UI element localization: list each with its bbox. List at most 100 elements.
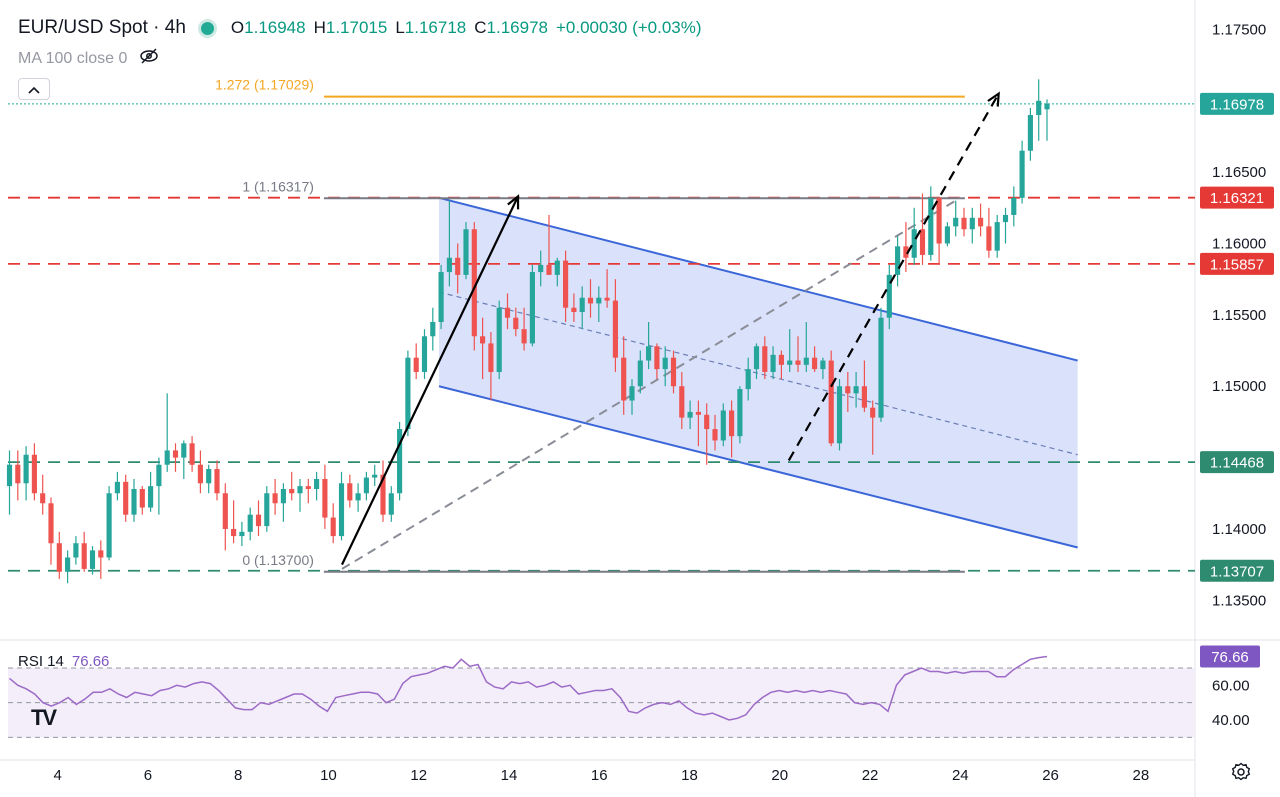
candle-body xyxy=(380,474,386,515)
time-tick-label: 24 xyxy=(952,767,969,784)
candle-body xyxy=(480,336,486,344)
candle-body xyxy=(388,493,394,515)
candle-body xyxy=(397,429,403,494)
candle-body xyxy=(812,357,818,370)
support-price-tag-bg xyxy=(1200,451,1274,474)
candle-body xyxy=(123,481,129,515)
fib-1272-label: 1.272 (1.17029) xyxy=(215,77,314,93)
candle-body xyxy=(322,479,328,518)
candle-body xyxy=(15,464,21,484)
candle-body xyxy=(538,264,544,273)
rsi-legend[interactable]: RSI 14 76.66 xyxy=(18,653,109,670)
price-tick-label: 1.13500 xyxy=(1212,592,1266,609)
candle-body xyxy=(903,246,909,258)
candle-body xyxy=(878,317,884,418)
chevron-up-icon xyxy=(28,82,40,97)
candle-body xyxy=(247,514,253,532)
projection-arrow-shaft xyxy=(787,93,1000,461)
candle-body xyxy=(496,307,502,372)
candle-body xyxy=(421,336,428,372)
candle-body xyxy=(214,469,220,494)
candle-body xyxy=(438,272,444,322)
candle-body xyxy=(604,297,610,301)
candle-body xyxy=(231,528,237,537)
candle-body xyxy=(40,493,46,504)
ma-indicator-label: MA 100 close 0 xyxy=(18,49,128,67)
ma-indicator-legend[interactable]: MA 100 close 0 xyxy=(18,48,159,69)
channel-mid-line xyxy=(438,291,1078,456)
eye-off-icon[interactable] xyxy=(139,48,159,69)
resistance-price-tag-bg xyxy=(1200,252,1274,275)
ohlc-open: O1.16948 xyxy=(230,18,306,37)
time-tick-label: 12 xyxy=(410,767,427,784)
candle-body xyxy=(314,479,320,489)
candle-body xyxy=(704,414,710,430)
candle-body xyxy=(347,483,353,501)
time-tick-label: 4 xyxy=(53,767,61,784)
candle-body xyxy=(861,386,867,408)
candle-body xyxy=(48,503,54,544)
candle-body xyxy=(255,514,262,527)
candle-body xyxy=(172,450,179,458)
candle-body xyxy=(870,407,876,418)
candle-body xyxy=(405,357,411,430)
candle-body xyxy=(131,488,137,515)
time-tick-label: 10 xyxy=(320,767,337,784)
ohlc-close: C1.16978 xyxy=(474,18,548,37)
collapse-legend-button[interactable] xyxy=(18,78,50,100)
candle-body xyxy=(729,410,735,437)
symbol-title[interactable]: EUR/USD Spot · 4h xyxy=(18,17,186,38)
candle-body xyxy=(762,346,768,372)
rsi-tick-label: 60.00 xyxy=(1212,677,1250,694)
time-tick-label: 8 xyxy=(234,767,242,784)
support-price-tag-bg xyxy=(1200,559,1274,582)
candle-body xyxy=(330,517,336,537)
impulse-arrow-shaft xyxy=(340,195,519,566)
candle-body xyxy=(189,443,195,465)
candle-body xyxy=(305,486,311,489)
ohlc-low: L1.16718 xyxy=(395,18,467,37)
candle-body xyxy=(820,360,826,370)
time-tick-label: 16 xyxy=(591,767,608,784)
candle-body xyxy=(513,317,519,330)
candle-body xyxy=(944,226,950,244)
candle-body xyxy=(156,464,162,487)
candle-body xyxy=(81,543,87,569)
candle-body xyxy=(978,217,984,227)
candle-body xyxy=(953,217,959,227)
candle-body xyxy=(471,229,477,337)
candle-body xyxy=(596,297,602,304)
candle-body xyxy=(206,469,212,484)
time-tick-label: 26 xyxy=(1042,767,1059,784)
candle-body xyxy=(272,493,278,504)
support-price-tag: 1.13707 xyxy=(1210,563,1264,580)
resistance-price-tag-bg xyxy=(1200,186,1274,209)
rsi-tick-label: 40.00 xyxy=(1212,712,1250,729)
candle-body xyxy=(928,197,934,255)
candle-body xyxy=(372,474,378,478)
candle-body xyxy=(712,429,718,441)
candle-body xyxy=(289,488,295,494)
candle-body xyxy=(197,464,203,484)
ohlc-high: H1.17015 xyxy=(313,18,388,37)
candle-body xyxy=(646,346,652,361)
candle-body xyxy=(264,493,270,527)
candle-body xyxy=(1044,103,1050,110)
candle-body xyxy=(148,486,154,508)
candle-body xyxy=(919,229,926,255)
rsi-band xyxy=(8,668,1195,738)
candle-body xyxy=(886,274,892,318)
last-price-tag: 1.16978 xyxy=(1210,96,1264,113)
candle-body xyxy=(587,297,594,304)
support-price-tag: 1.14468 xyxy=(1210,455,1264,472)
candle-body xyxy=(280,488,286,504)
candle-body xyxy=(89,550,96,569)
gear-icon[interactable] xyxy=(1230,762,1252,784)
candle-body xyxy=(338,483,345,537)
candle-body xyxy=(463,229,469,275)
tradingview-logo[interactable]: TV xyxy=(30,705,57,730)
candle-body xyxy=(803,357,809,365)
candle-body xyxy=(363,477,369,494)
